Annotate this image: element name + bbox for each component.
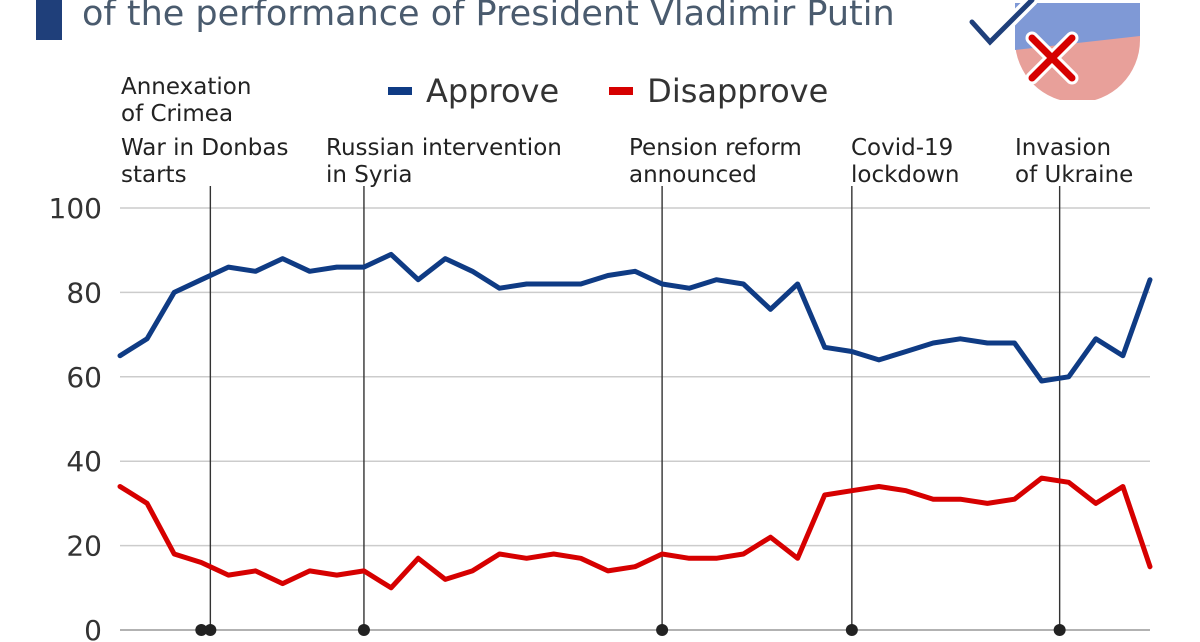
chart-subtitle: of the performance of President Vladimir… — [82, 0, 895, 34]
y-tick-label-40: 40 — [66, 445, 102, 478]
event-label-0: Annexation of Crimea — [121, 74, 251, 127]
event-label-line: announced — [629, 162, 757, 188]
series-line-disapprove — [117, 475, 1153, 591]
y-tick-label-0: 0 — [84, 614, 102, 642]
y-tick-label-60: 60 — [66, 361, 102, 394]
y-tick-label-20: 20 — [66, 530, 102, 563]
event-dot-4 — [845, 624, 858, 636]
event-label-line: Russian intervention — [326, 135, 562, 161]
event-label-line: in Syria — [326, 162, 412, 188]
event-label-line: lockdown — [851, 162, 960, 188]
y-tick-label-100: 100 — [49, 192, 102, 225]
y-tick-label-80: 80 — [66, 276, 102, 309]
event-dot-2 — [357, 624, 370, 636]
event-label-4: Covid-19 lockdown — [851, 135, 960, 188]
event-label-line: starts — [121, 162, 187, 188]
event-dot-5 — [1053, 624, 1066, 636]
event-label-line: Covid-19 — [851, 135, 953, 161]
series-line-approve — [117, 251, 1153, 384]
approval-badge-icon — [966, 0, 1140, 100]
legend-label-disapprove: Disapprove — [647, 72, 829, 110]
title-accent-bar — [36, 0, 62, 40]
event-label-1: War in Donbas starts — [121, 135, 288, 188]
event-label-line: Annexation — [121, 74, 251, 100]
event-label-5: Invasion of Ukraine — [1015, 135, 1133, 188]
event-dot-3 — [656, 624, 669, 636]
event-label-3: Pension reform announced — [629, 135, 802, 188]
event-dot-0 — [195, 624, 208, 636]
event-label-line: Invasion — [1015, 135, 1111, 161]
event-label-line: Pension reform — [629, 135, 802, 161]
legend-item-disapprove: Disapprove — [609, 72, 828, 110]
legend-item-approve: Approve — [388, 72, 559, 110]
legend-swatch-disapprove — [609, 87, 634, 95]
legend-label-approve: Approve — [426, 72, 560, 110]
event-label-line: of Crimea — [121, 101, 233, 127]
legend: Approve Disapprove — [388, 72, 828, 110]
legend-swatch-approve — [388, 87, 412, 95]
event-label-line: War in Donbas — [121, 135, 288, 161]
event-dot-1 — [204, 624, 217, 636]
event-label-line: of Ukraine — [1015, 162, 1133, 188]
event-label-2: Russian intervention in Syria — [326, 135, 562, 188]
